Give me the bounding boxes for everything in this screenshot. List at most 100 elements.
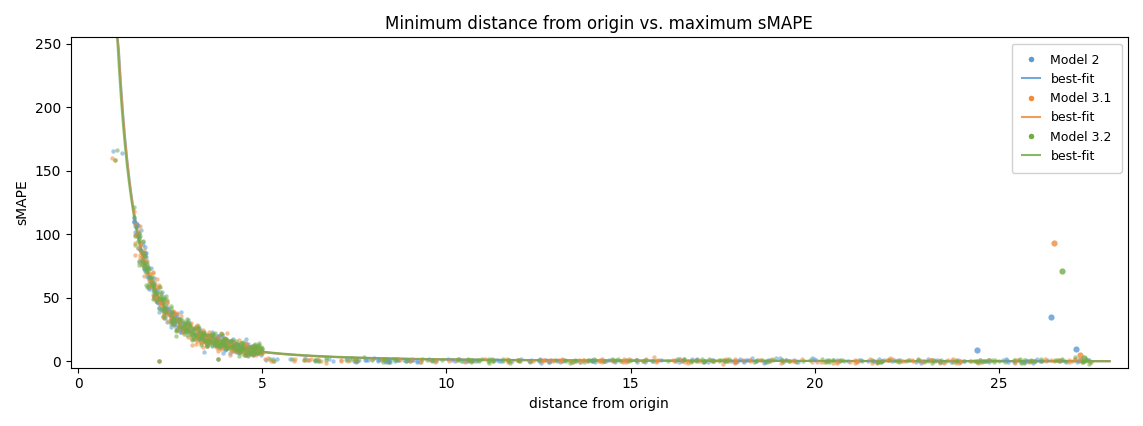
Model 3.2 — [195, 336, 214, 343]
Model 2 — [249, 344, 267, 351]
Model 3.1 — [207, 335, 225, 342]
Model 3.1 — [213, 337, 231, 343]
Model 3.1 — [871, 357, 889, 364]
Model 3.1 — [309, 356, 327, 363]
Model 2 — [864, 358, 882, 365]
Model 3.2 — [151, 284, 169, 291]
Model 3.2 — [230, 347, 248, 354]
Model 3.1 — [225, 340, 243, 347]
Model 3.1 — [614, 358, 632, 365]
Model 3.2 — [179, 322, 198, 329]
Model 3.1 — [242, 346, 261, 353]
Model 2 — [531, 356, 550, 363]
Model 3.2 — [758, 358, 776, 365]
Model 2 — [549, 357, 567, 364]
Model 2 — [146, 291, 165, 297]
best-fit — [577, 358, 591, 363]
Model 3.2 — [432, 357, 450, 363]
Model 3.1 — [604, 357, 622, 363]
Model 3.1 — [230, 336, 248, 343]
Model 3.2 — [1052, 358, 1070, 365]
Model 3.1 — [191, 334, 209, 341]
Model 3.2 — [239, 346, 257, 353]
Model 2 — [171, 328, 190, 335]
Model 3.2 — [216, 336, 234, 343]
Model 2 — [390, 357, 408, 363]
Model 3.2 — [470, 356, 488, 363]
Model 3.2 — [230, 348, 248, 355]
Model 3.1 — [231, 347, 249, 354]
Model 3.2 — [305, 357, 323, 363]
Model 3.1 — [846, 357, 864, 364]
Model 2 — [462, 357, 480, 364]
Model 3.2 — [232, 347, 250, 354]
Model 3.2 — [563, 358, 582, 365]
Model 3.1 — [924, 357, 942, 364]
Model 3.2 — [251, 344, 270, 351]
Model 2 — [202, 342, 221, 349]
Model 3.1 — [151, 299, 169, 306]
Model 2 — [386, 357, 405, 364]
Model 3.1 — [176, 322, 194, 328]
Model 3.1 — [944, 356, 962, 363]
Model 3.1 — [153, 314, 171, 321]
Model 3.1 — [177, 326, 195, 333]
Model 3.2 — [247, 343, 265, 350]
Model 3.1 — [1065, 356, 1084, 363]
Model 3.2 — [215, 341, 233, 348]
Model 3.1 — [135, 273, 153, 280]
Model 2 — [249, 348, 267, 355]
Model 2 — [628, 357, 646, 364]
Model 2 — [1012, 359, 1030, 366]
Model 3.1 — [637, 356, 655, 363]
Model 3.1 — [153, 298, 171, 305]
Model 2 — [146, 292, 165, 299]
Model 2 — [195, 337, 214, 344]
Model 3.2 — [817, 357, 836, 364]
Model 3.1 — [221, 351, 239, 358]
Model 2 — [125, 218, 143, 225]
Model 3.2 — [167, 328, 185, 335]
Model 2 — [136, 249, 154, 256]
Model 3.2 — [157, 293, 175, 300]
Model 3.2 — [149, 290, 167, 296]
Model 3.1 — [440, 357, 458, 364]
Model 2 — [143, 279, 161, 286]
Model 3.1 — [203, 337, 222, 344]
Model 3.1 — [175, 328, 193, 335]
Model 2 — [309, 357, 327, 364]
Model 3.2 — [105, 157, 123, 164]
Model 3.1 — [200, 335, 218, 342]
Model 3.1 — [158, 307, 176, 314]
Model 2 — [217, 345, 235, 352]
best-fit — [577, 358, 591, 363]
Model 3.2 — [195, 331, 214, 337]
Model 3.1 — [218, 342, 237, 349]
Model 3.2 — [191, 327, 209, 334]
Model 2 — [229, 349, 247, 356]
Model 2 — [155, 303, 174, 310]
Model 3.2 — [970, 357, 989, 363]
Model 3.1 — [151, 296, 169, 302]
Point — [1041, 314, 1060, 320]
Model 2 — [439, 355, 457, 362]
Model 3.2 — [230, 353, 248, 360]
Model 3.2 — [136, 253, 154, 259]
Model 3.2 — [135, 265, 153, 271]
Model 3.2 — [177, 319, 195, 325]
Model 3.1 — [194, 339, 213, 345]
Model 2 — [401, 357, 419, 364]
Model 3.1 — [523, 357, 542, 364]
Model 2 — [997, 356, 1015, 363]
Model 3.1 — [426, 358, 445, 365]
Model 2 — [187, 335, 206, 342]
Model 2 — [537, 357, 555, 363]
Model 3.1 — [133, 261, 151, 268]
Model 2 — [594, 357, 613, 364]
Model 3.1 — [312, 358, 330, 365]
Model 3.1 — [198, 333, 216, 340]
Model 2 — [365, 355, 383, 362]
Model 3.1 — [147, 275, 166, 282]
Model 2 — [511, 355, 529, 362]
Model 3.2 — [862, 357, 880, 363]
